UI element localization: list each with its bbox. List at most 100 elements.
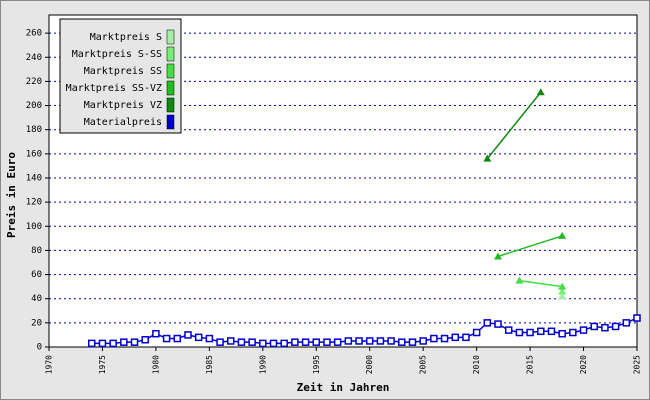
point (558, 282, 567, 290)
legend-label: Marktpreis SS (84, 66, 162, 77)
point (547, 327, 556, 336)
point (504, 326, 513, 334)
legend-label: Marktpreis VZ (84, 100, 162, 111)
point (173, 334, 182, 343)
point (387, 337, 395, 345)
point (323, 338, 331, 346)
y-tick-label: 140 (26, 173, 42, 183)
point (536, 88, 545, 96)
legend-swatch (166, 63, 175, 79)
point (205, 334, 214, 343)
x-tick-label: 2005 (419, 355, 428, 374)
point (622, 319, 631, 327)
point (590, 322, 598, 331)
x-tick-label: 1980 (151, 355, 160, 374)
legend-box (59, 18, 182, 134)
point (494, 252, 503, 260)
point (237, 338, 246, 346)
point (483, 154, 492, 162)
x-tick-label: 1985 (205, 355, 214, 374)
point (515, 328, 524, 337)
point (162, 334, 171, 343)
x-tick-label: 2010 (472, 355, 481, 374)
legend-label: Marktpreis S-SS (72, 49, 162, 60)
point (430, 334, 438, 343)
point (248, 338, 256, 346)
y-tick-label: 180 (26, 125, 42, 135)
point (184, 331, 192, 339)
point (216, 338, 224, 346)
point (312, 338, 321, 346)
y-tick-label: 80 (31, 246, 42, 256)
point (558, 231, 567, 239)
point (526, 328, 534, 337)
point (109, 339, 117, 348)
y-tick-label: 160 (26, 149, 42, 159)
y-tick-label: 200 (26, 101, 42, 111)
x-tick-label: 1975 (98, 355, 107, 374)
point (462, 333, 470, 342)
legend-label: Materialpreis (84, 117, 162, 128)
series-line (497, 235, 563, 258)
point (152, 329, 160, 338)
point (472, 328, 481, 337)
x-tick-label: 2015 (526, 355, 535, 374)
point (88, 339, 96, 348)
x-tick-label: 2000 (365, 355, 374, 374)
legend-label: Marktpreis SS-VZ (66, 83, 162, 94)
point (376, 337, 385, 345)
point (601, 323, 609, 332)
point (408, 338, 417, 346)
y-tick-label: 240 (26, 53, 42, 63)
point (280, 339, 288, 348)
point (130, 338, 139, 346)
y-axis-title: Preis in Euro (5, 152, 18, 238)
point (611, 322, 620, 331)
point (558, 287, 567, 295)
point (365, 337, 374, 345)
point (483, 319, 492, 327)
point (537, 327, 545, 336)
point (558, 292, 567, 300)
y-tick-label: 40 (31, 294, 42, 304)
y-tick-label: 260 (26, 29, 42, 39)
y-tick-label: 100 (26, 222, 42, 232)
legend-swatch (166, 80, 175, 96)
y-tick-label: 0 (37, 343, 42, 353)
x-tick-label: 1990 (258, 355, 267, 374)
point (98, 339, 107, 348)
legend-swatch (166, 29, 175, 45)
point (355, 337, 363, 345)
point (344, 337, 353, 345)
legend-label: Marktpreis S (90, 32, 162, 43)
series-line (519, 279, 563, 288)
point (440, 334, 449, 343)
x-tick-label: 1995 (312, 355, 321, 374)
point (419, 337, 427, 345)
series-line (91, 317, 638, 345)
point (515, 276, 524, 284)
y-tick-label: 220 (26, 77, 42, 87)
y-tick-label: 20 (31, 318, 42, 328)
legend-swatch (166, 46, 175, 62)
point (291, 338, 299, 346)
point (494, 320, 502, 328)
point (226, 337, 235, 345)
x-tick-label: 2025 (633, 355, 642, 374)
point (194, 333, 203, 342)
point (558, 329, 566, 338)
point (269, 339, 278, 348)
point (579, 326, 588, 334)
y-tick-label: 60 (31, 270, 42, 280)
point (333, 338, 342, 346)
point (633, 314, 641, 322)
legend-swatch (166, 97, 175, 113)
series-line (486, 91, 542, 160)
x-axis-title: Zeit in Jahren (297, 381, 390, 394)
point (120, 338, 128, 346)
x-tick-label: 2020 (579, 355, 588, 374)
legend-swatch (166, 114, 175, 130)
point (259, 339, 267, 348)
